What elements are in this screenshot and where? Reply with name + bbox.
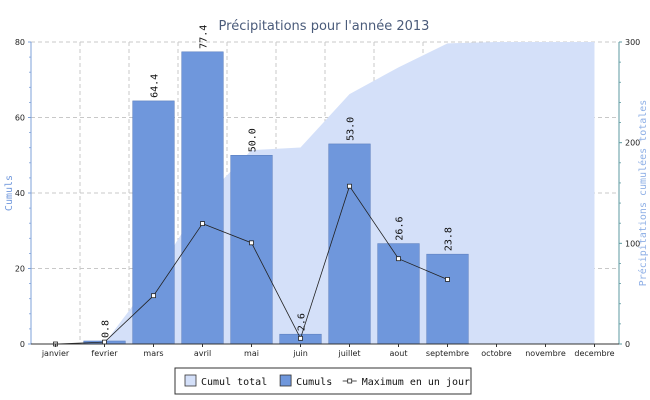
x-tick-label-septembre: septembre	[426, 349, 469, 358]
y-tick-label: 60	[15, 114, 25, 123]
x-tick-label-decembre: decembre	[574, 349, 614, 358]
bar-value-label: 2.6	[297, 313, 308, 331]
bar-value-label: 0.8	[101, 320, 112, 338]
legend: Cumul total Cumuls Maximum en un jour	[174, 367, 472, 395]
bar-value-label: 50.0	[248, 128, 259, 152]
max-point	[347, 183, 352, 189]
y-tick-label: 0	[20, 340, 25, 349]
max-point	[445, 277, 450, 282]
bar-mai	[230, 155, 273, 345]
legend-label-cumuls: Cumuls	[296, 377, 332, 388]
legend-label-max: Maximum en un jour	[362, 377, 470, 388]
legend-box	[174, 367, 472, 395]
chart-title: Précipitations pour l'année 2013	[219, 19, 430, 34]
max-point	[200, 221, 205, 226]
max-line-layer	[53, 183, 450, 347]
y2-axis-label: Précipitations cumulées totales	[637, 100, 649, 287]
bar-value-label: 26.6	[395, 216, 406, 240]
y2-tick-label: 300	[625, 38, 640, 47]
bar-value-label: 77.4	[199, 25, 210, 49]
legend-swatch-cumul-total	[184, 374, 197, 387]
bar-value-label: 64.4	[150, 74, 161, 98]
y-tick-label: 20	[15, 265, 25, 274]
axes: 0 20 40 60 80 0 100 200 300 janvier fevrier mars avr…	[15, 38, 640, 358]
max-point	[151, 293, 156, 299]
x-tick-label-mars: mars	[143, 349, 163, 358]
bar-value-label: 23.8	[444, 227, 455, 251]
x-tick-label-fevrier: fevrier	[91, 349, 118, 358]
y-axis-label: Cumuls	[4, 175, 15, 211]
x-tick-label-aout: aout	[389, 349, 407, 358]
x-tick-label-mai: mai	[244, 349, 259, 358]
legend-swatch-marker	[347, 378, 353, 384]
x-tick-label-octobre: octobre	[481, 349, 512, 358]
y-tick-label: 40	[15, 189, 25, 198]
bar-value-label: 53.0	[346, 117, 357, 141]
legend-swatch-cumuls	[279, 374, 292, 387]
legend-label-cumul-total: Cumul total	[201, 377, 267, 388]
max-point	[249, 240, 254, 246]
y-tick-label: 80	[15, 38, 25, 47]
x-tick-label-juin: juin	[292, 349, 308, 358]
bar-mars	[132, 100, 175, 345]
x-tick-label-juillet: juillet	[337, 349, 360, 358]
x-tick-label-janvier: janvier	[41, 349, 70, 358]
max-point	[396, 256, 401, 262]
x-tick-label-avril: avril	[194, 349, 211, 358]
y2-tick-label: 100	[625, 239, 640, 248]
max-point	[298, 335, 303, 341]
y2-tick-label: 200	[625, 139, 640, 148]
bar-septembre	[426, 253, 469, 345]
bar-avril	[181, 51, 224, 345]
y2-tick-label: 0	[625, 340, 630, 349]
bar-juillet	[328, 143, 371, 345]
x-tick-label-novembre: novembre	[525, 349, 566, 358]
data-labels: 0.8 64.4 77.4 50.0 2.6 53.0 26.6 23.8	[101, 25, 455, 338]
